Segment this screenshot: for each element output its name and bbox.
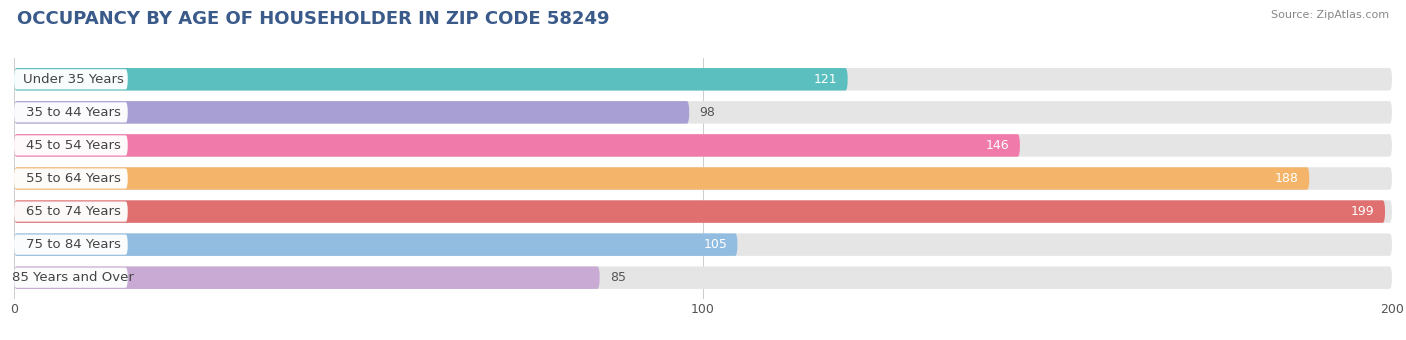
- FancyBboxPatch shape: [14, 233, 738, 256]
- Text: 188: 188: [1275, 172, 1299, 185]
- FancyBboxPatch shape: [14, 68, 848, 90]
- Text: 85: 85: [610, 271, 626, 284]
- FancyBboxPatch shape: [14, 235, 128, 255]
- FancyBboxPatch shape: [14, 267, 599, 289]
- Text: 55 to 64 Years: 55 to 64 Years: [25, 172, 121, 185]
- FancyBboxPatch shape: [14, 134, 1019, 157]
- Text: Source: ZipAtlas.com: Source: ZipAtlas.com: [1271, 10, 1389, 20]
- Text: Under 35 Years: Under 35 Years: [22, 73, 124, 86]
- Text: 146: 146: [986, 139, 1010, 152]
- FancyBboxPatch shape: [14, 68, 1392, 90]
- Text: 75 to 84 Years: 75 to 84 Years: [25, 238, 121, 251]
- FancyBboxPatch shape: [14, 101, 689, 124]
- Text: 98: 98: [700, 106, 716, 119]
- Text: 199: 199: [1351, 205, 1375, 218]
- Text: 35 to 44 Years: 35 to 44 Years: [25, 106, 121, 119]
- FancyBboxPatch shape: [14, 134, 1392, 157]
- FancyBboxPatch shape: [14, 200, 1385, 223]
- Text: 65 to 74 Years: 65 to 74 Years: [25, 205, 121, 218]
- FancyBboxPatch shape: [14, 200, 1392, 223]
- FancyBboxPatch shape: [14, 167, 1309, 190]
- Text: 45 to 54 Years: 45 to 54 Years: [25, 139, 121, 152]
- FancyBboxPatch shape: [14, 233, 1392, 256]
- FancyBboxPatch shape: [14, 202, 128, 222]
- Text: 105: 105: [703, 238, 727, 251]
- FancyBboxPatch shape: [14, 268, 128, 288]
- FancyBboxPatch shape: [14, 69, 128, 89]
- FancyBboxPatch shape: [14, 102, 128, 122]
- FancyBboxPatch shape: [14, 267, 1392, 289]
- FancyBboxPatch shape: [14, 168, 128, 189]
- Text: OCCUPANCY BY AGE OF HOUSEHOLDER IN ZIP CODE 58249: OCCUPANCY BY AGE OF HOUSEHOLDER IN ZIP C…: [17, 10, 609, 28]
- FancyBboxPatch shape: [14, 101, 1392, 124]
- FancyBboxPatch shape: [14, 135, 128, 155]
- FancyBboxPatch shape: [14, 167, 1392, 190]
- Text: 85 Years and Over: 85 Years and Over: [13, 271, 134, 284]
- Text: 121: 121: [814, 73, 838, 86]
